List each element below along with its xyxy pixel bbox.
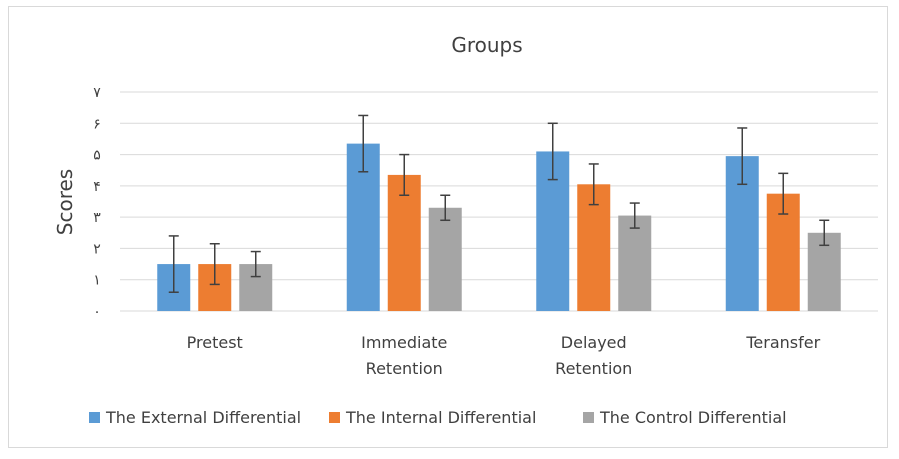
y-tick-label: ٠ bbox=[93, 304, 101, 320]
chart-title: Groups bbox=[451, 33, 522, 57]
x-tick-label: Immediate bbox=[361, 333, 447, 352]
y-tick-label: ٢ bbox=[93, 241, 101, 257]
y-tick-label: ١ bbox=[93, 273, 101, 289]
chart-frame bbox=[8, 6, 888, 448]
x-tick-label: Delayed bbox=[561, 333, 627, 352]
bar bbox=[577, 184, 611, 311]
legend-label: The Internal Differential bbox=[345, 408, 536, 427]
y-tick-label: ۶ bbox=[93, 116, 101, 132]
x-tick-label: Retention bbox=[366, 359, 443, 378]
y-axis-label: Scores bbox=[53, 169, 77, 235]
x-tick-label: Pretest bbox=[187, 333, 243, 352]
bar bbox=[428, 207, 462, 311]
y-tick-label: ٣ bbox=[93, 210, 101, 226]
legend-swatch bbox=[329, 412, 340, 423]
x-tick-label: Teransfer bbox=[745, 333, 820, 352]
legend-label: The Control Differential bbox=[599, 408, 787, 427]
bar bbox=[387, 174, 421, 311]
legend-label: The External Differential bbox=[105, 408, 301, 427]
bar bbox=[618, 215, 652, 311]
x-tick-label: Retention bbox=[555, 359, 632, 378]
legend-swatch bbox=[583, 412, 594, 423]
legend-swatch bbox=[89, 412, 100, 423]
y-tick-label: ٧ bbox=[93, 85, 101, 101]
y-tick-label: ۵ bbox=[93, 148, 101, 164]
y-tick-label: ۴ bbox=[93, 179, 101, 195]
